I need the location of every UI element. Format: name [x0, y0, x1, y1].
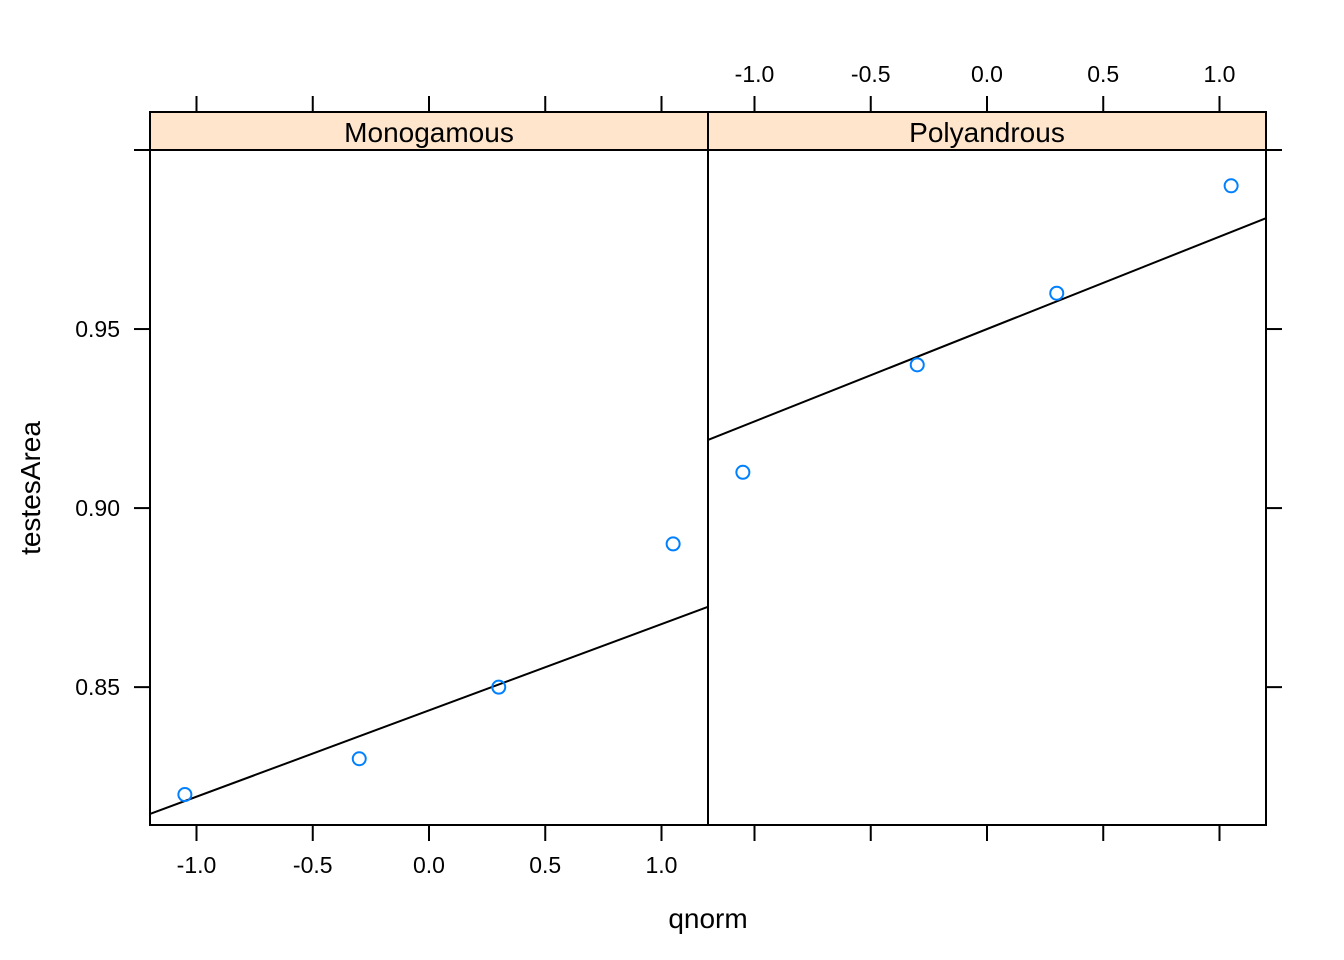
data-point-monogamous: [351, 751, 367, 767]
strip-label-monogamous: Monogamous: [344, 117, 514, 148]
y-tick-label: 0.85: [75, 674, 120, 700]
x-tick-label: 0.5: [1087, 61, 1119, 87]
x-tick-label: 1.0: [646, 852, 678, 878]
strip-label-polyandrous: Polyandrous: [909, 117, 1065, 148]
x-tick-label: 1.0: [1204, 61, 1236, 87]
y-tick-label: 0.95: [75, 316, 120, 342]
x-tick-label: 0.5: [529, 852, 561, 878]
data-point-polyandrous: [1049, 285, 1065, 301]
x-tick-label: -1.0: [177, 852, 217, 878]
y-tick-label: 0.90: [75, 495, 120, 521]
qq-line-monogamous: [149, 605, 709, 815]
data-point-polyandrous: [735, 464, 751, 480]
x-tick-label: -0.5: [851, 61, 891, 87]
data-point-monogamous: [665, 536, 681, 552]
y-axis-title: testesArea: [15, 421, 46, 555]
strip-polyandrous: [707, 111, 1267, 151]
strip-monogamous: [149, 111, 709, 151]
x-axis-title: qnorm: [668, 903, 747, 934]
data-point-monogamous: [491, 679, 507, 695]
x-tick-label: 0.0: [971, 61, 1003, 87]
x-tick-label: 0.0: [413, 852, 445, 878]
qq-line-polyandrous: [707, 217, 1267, 441]
data-point-monogamous: [177, 787, 193, 803]
x-tick-label: -0.5: [293, 852, 333, 878]
x-tick-label: -1.0: [735, 61, 775, 87]
panel-monogamous: [149, 149, 709, 826]
data-point-polyandrous: [909, 357, 925, 373]
data-point-polyandrous: [1223, 178, 1239, 194]
